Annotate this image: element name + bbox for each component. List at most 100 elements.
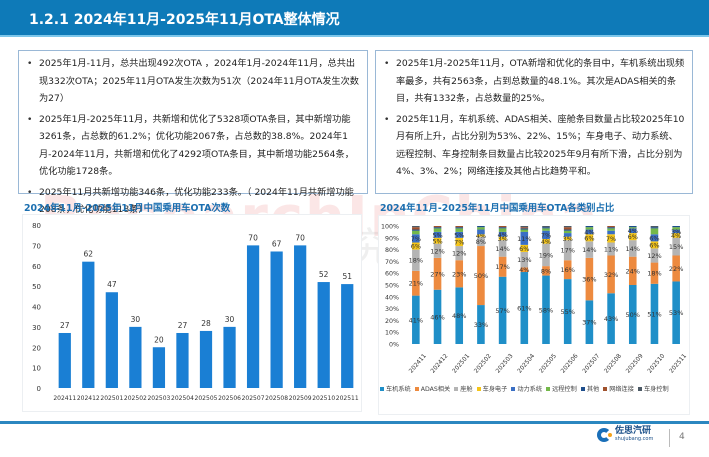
bar-202508 <box>270 251 283 388</box>
svg-text:50: 50 <box>32 283 41 291</box>
footer-divider <box>0 421 709 424</box>
brand-name-en: shujubang.com <box>615 436 654 442</box>
svg-text:202509: 202509 <box>289 395 312 402</box>
svg-text:14%: 14% <box>582 246 596 254</box>
footer-separator <box>669 429 670 447</box>
svg-text:51: 51 <box>342 272 352 281</box>
svg-text:202502: 202502 <box>473 352 493 374</box>
svg-text:52: 52 <box>319 270 329 279</box>
svg-text:20%: 20% <box>385 318 399 325</box>
svg-text:30: 30 <box>225 315 235 324</box>
bar-202510 <box>317 282 330 388</box>
svg-text:36%: 36% <box>582 276 596 284</box>
svg-text:41%: 41% <box>409 316 423 324</box>
svg-text:60: 60 <box>32 263 41 271</box>
chart-legend: 车机系统 ADAS相关 座舱 车身电子 动力系统 远程控制 其他 网络连接 车身控制 <box>380 384 690 393</box>
brand-logo: 佐思汽研 shujubang.com <box>597 427 653 442</box>
svg-text:6%: 6% <box>584 234 594 242</box>
svg-text:70: 70 <box>248 233 258 242</box>
legend-swatch-icon <box>511 386 516 391</box>
svg-text:27%: 27% <box>430 270 444 278</box>
svg-text:6%: 6% <box>649 241 659 249</box>
svg-text:202509: 202509 <box>625 352 645 374</box>
svg-text:30: 30 <box>32 324 41 332</box>
svg-text:3%: 3% <box>671 228 681 236</box>
svg-text:20: 20 <box>154 335 164 344</box>
svg-text:11%: 11% <box>604 246 618 254</box>
svg-text:17%: 17% <box>495 263 509 271</box>
bullet-item: 2025年11月共新增功能346条，优化功能233条。（ 2024年11月共新增… <box>27 184 361 219</box>
svg-text:3%: 3% <box>563 235 573 243</box>
svg-text:202503: 202503 <box>494 352 514 374</box>
legend-item: 车身电子 <box>476 384 507 393</box>
bar-202506 <box>223 326 236 388</box>
svg-text:202505: 202505 <box>195 395 218 402</box>
svg-text:13%: 13% <box>517 256 531 264</box>
legend-swatch-icon <box>380 386 384 391</box>
svg-text:40%: 40% <box>385 294 399 301</box>
svg-text:4%: 4% <box>584 228 594 236</box>
legend-swatch-icon <box>637 386 642 391</box>
bar-202501 <box>105 292 118 388</box>
brand-name-cn: 佐思汽研 <box>615 426 652 436</box>
svg-text:19%: 19% <box>539 251 553 259</box>
legend-item: ADAS相关 <box>414 384 451 393</box>
svg-text:0%: 0% <box>389 342 399 349</box>
svg-text:18%: 18% <box>647 270 661 278</box>
svg-text:12%: 12% <box>452 250 466 258</box>
svg-text:100%: 100% <box>381 224 399 231</box>
svg-text:60%: 60% <box>385 271 399 278</box>
svg-text:7%: 7% <box>541 231 551 239</box>
bar-202503 <box>152 347 166 388</box>
svg-text:14%: 14% <box>626 245 640 253</box>
svg-text:202507: 202507 <box>242 395 265 402</box>
svg-text:202411: 202411 <box>53 395 76 402</box>
svg-text:202506: 202506 <box>560 352 580 374</box>
svg-text:7%: 7% <box>606 235 616 243</box>
bar-202502 <box>129 326 142 388</box>
svg-text:51%: 51% <box>647 310 661 318</box>
legend-label: ADAS相关 <box>420 386 451 393</box>
legend-label: 车机系统 <box>386 386 411 393</box>
svg-text:37%: 37% <box>582 319 596 327</box>
svg-text:27: 27 <box>60 321 70 330</box>
svg-text:4%: 4% <box>541 238 551 246</box>
svg-text:11%: 11% <box>517 235 531 243</box>
svg-text:70%: 70% <box>385 259 399 266</box>
svg-text:80: 80 <box>32 222 41 230</box>
svg-text:33%: 33% <box>474 321 488 329</box>
svg-text:5%: 5% <box>432 237 442 245</box>
svg-text:46%: 46% <box>430 313 444 321</box>
svg-text:62: 62 <box>84 250 94 259</box>
svg-text:4%: 4% <box>671 232 681 240</box>
bar-202511 <box>341 284 354 388</box>
svg-text:6%: 6% <box>519 245 529 253</box>
svg-text:55%: 55% <box>560 308 574 316</box>
svg-text:4%: 4% <box>628 227 638 235</box>
svg-text:5%: 5% <box>432 231 442 239</box>
svg-text:202503: 202503 <box>147 395 170 402</box>
legend-swatch-icon <box>603 386 608 391</box>
svg-text:202506: 202506 <box>218 395 241 402</box>
legend-item: 远程控制 <box>546 384 577 393</box>
ota-category-stacked-chart-svg: 0% 10% 20% 30% 40% 50% 60% 70% 80% 90% 100% 41% 21% 1… <box>381 224 688 375</box>
svg-text:7%: 7% <box>454 238 464 246</box>
svg-text:7%: 7% <box>411 235 421 243</box>
svg-text:0: 0 <box>37 385 41 393</box>
bullet-item: 2025年1月-2025年11月，OTA新增和优化的条目中，车机系统出现频率最多… <box>384 55 686 108</box>
legend-label: 动力系统 <box>517 386 543 393</box>
svg-text:32%: 32% <box>604 271 618 279</box>
svg-text:4%: 4% <box>476 232 486 240</box>
svg-text:15%: 15% <box>669 243 683 251</box>
svg-text:30%: 30% <box>385 306 399 313</box>
legend-swatch-icon <box>580 386 585 391</box>
svg-text:202502: 202502 <box>124 395 147 402</box>
legend-label: 远程控制 <box>552 386 577 393</box>
svg-text:24%: 24% <box>626 267 640 275</box>
svg-text:48%: 48% <box>452 312 466 320</box>
svg-text:202412: 202412 <box>429 352 449 374</box>
svg-text:6%: 6% <box>411 243 421 251</box>
page-title: 1.2.1 2024年11月-2025年11月OTA整体情况 <box>29 12 340 28</box>
svg-text:202504: 202504 <box>171 395 194 402</box>
legend-swatch-icon <box>546 386 551 391</box>
